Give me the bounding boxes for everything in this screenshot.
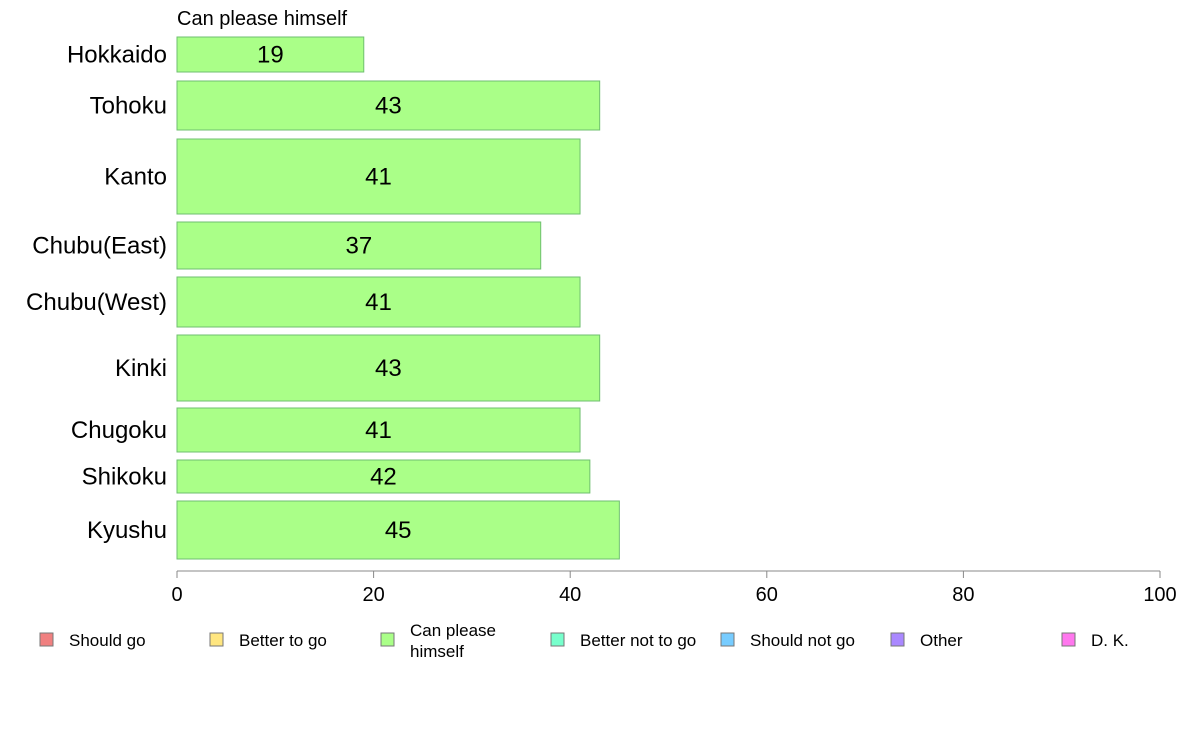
bars-group: 19 Hokkaido 43 Tohoku 41 Kanto 37 Chubu(East) 41… xyxy=(26,36,620,560)
bar-kyushu xyxy=(176,500,620,560)
x-axis: 0 20 40 60 80 100 xyxy=(171,570,1177,606)
bar-chubu-west xyxy=(176,276,581,328)
x-tick-label-60: 60 xyxy=(756,584,778,606)
category-label-kanto: Kanto xyxy=(104,164,167,191)
legend-label-can-please-himself: Can please himself xyxy=(410,621,496,661)
category-label-kinki: Kinki xyxy=(115,355,167,382)
bar-value-kinki: 43 xyxy=(375,355,402,382)
legend-label-should-not-go: Should not go xyxy=(750,631,855,650)
legend-label-other: Other xyxy=(920,631,963,650)
x-tick-label-80: 80 xyxy=(952,584,974,606)
bar-hokkaido xyxy=(176,36,365,73)
legend-swatch-better-to-go xyxy=(209,632,224,647)
x-tick-label-100: 100 xyxy=(1143,584,1176,606)
bar-chubu-east xyxy=(176,221,542,270)
bar-kanto xyxy=(176,138,581,215)
category-label-shikoku: Shikoku xyxy=(82,464,167,491)
category-label-tohoku: Tohoku xyxy=(90,93,167,120)
bar-value-chubu-west: 41 xyxy=(365,289,392,316)
x-tick-label-20: 20 xyxy=(362,584,384,606)
x-tick-label-0: 0 xyxy=(171,584,182,606)
bar-chugoku xyxy=(176,407,581,453)
bar-value-shikoku: 42 xyxy=(370,464,397,491)
legend-swatch-better-not-to-go xyxy=(550,632,565,647)
bar-value-kyushu: 45 xyxy=(385,517,412,544)
bar-shikoku xyxy=(176,459,591,494)
legend: Should go Better to go Can please himself Be… xyxy=(39,621,1129,661)
legend-label-better-to-go: Better to go xyxy=(239,631,327,650)
legend-label-better-not-to-go: Better not to go xyxy=(580,631,696,650)
chart-subtitle: Can please himself xyxy=(177,8,348,30)
bar-value-chubu-east: 37 xyxy=(346,233,373,260)
category-label-chubu-west: Chubu(West) xyxy=(26,289,167,316)
legend-swatch-can-please-himself xyxy=(380,632,395,647)
legend-swatch-should-go xyxy=(39,632,54,647)
x-tick-label-40: 40 xyxy=(559,584,581,606)
bar-kinki xyxy=(176,334,601,402)
legend-swatch-should-not-go xyxy=(720,632,735,647)
category-label-chubu-east: Chubu(East) xyxy=(32,233,167,260)
bar-tohoku xyxy=(176,80,601,131)
legend-swatch-d-k xyxy=(1061,632,1076,647)
category-label-chugoku: Chugoku xyxy=(71,417,167,444)
category-label-kyushu: Kyushu xyxy=(87,517,167,544)
bar-value-chugoku: 41 xyxy=(365,417,392,444)
category-label-hokkaido: Hokkaido xyxy=(67,42,167,69)
legend-swatch-other xyxy=(890,632,905,647)
bar-value-tohoku: 43 xyxy=(375,93,402,120)
legend-label-should-go: Should go xyxy=(69,631,146,650)
bar-value-hokkaido: 19 xyxy=(257,42,284,69)
bar-value-kanto: 41 xyxy=(365,164,392,191)
legend-label-d-k: D. K. xyxy=(1091,631,1129,650)
